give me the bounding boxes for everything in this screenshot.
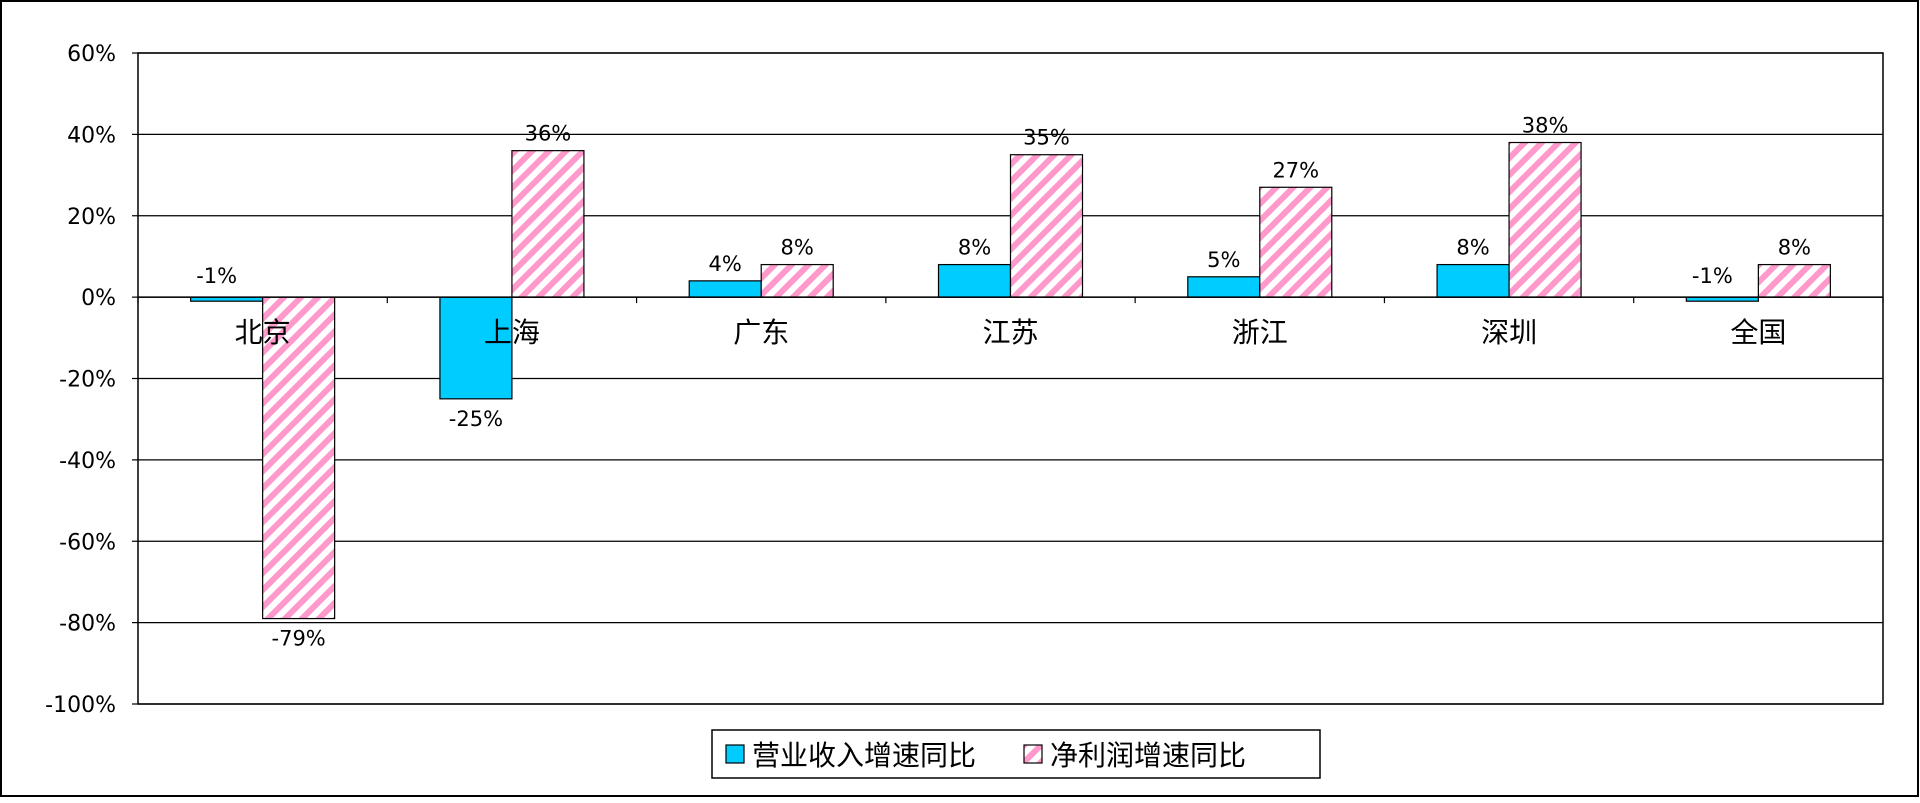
bar-net-profit bbox=[1757, 263, 1831, 298]
data-label-revenue: -1% bbox=[1692, 264, 1733, 288]
y-tick-label: -80% bbox=[59, 612, 116, 637]
bar-revenue bbox=[1436, 263, 1510, 298]
category-label: 广东 bbox=[733, 316, 789, 349]
bar-revenue bbox=[937, 263, 1012, 298]
data-label-revenue: -25% bbox=[449, 407, 503, 431]
y-tick-label: 60% bbox=[67, 42, 116, 67]
data-label-revenue: -1% bbox=[196, 264, 237, 288]
data-label-net-profit: 8% bbox=[781, 236, 814, 260]
legend-swatch-revenue bbox=[725, 744, 745, 764]
category-label: 浙江 bbox=[1232, 316, 1288, 349]
legend-label-revenue: 营业收入增速同比 bbox=[752, 739, 976, 772]
gridlines bbox=[137, 52, 1884, 705]
data-label-net-profit: -79% bbox=[272, 627, 326, 651]
data-label-net-profit: 8% bbox=[1778, 236, 1811, 260]
category-labels: 北京 上海 广东 江苏 浙江 深圳 全国 bbox=[235, 316, 1787, 349]
axes bbox=[132, 52, 1884, 705]
data-label-net-profit: 38% bbox=[1522, 114, 1569, 138]
y-tick-label: -20% bbox=[59, 368, 116, 393]
legend: 营业收入增速同比 净利润增速同比 bbox=[711, 729, 1321, 779]
category-label: 全国 bbox=[1730, 316, 1786, 349]
data-label-revenue: 8% bbox=[1456, 236, 1489, 260]
data-label-revenue: 4% bbox=[709, 252, 742, 276]
bar-net-profit bbox=[511, 150, 585, 298]
bar-net-profit bbox=[1009, 154, 1084, 298]
category-label: 江苏 bbox=[982, 316, 1038, 349]
bars bbox=[190, 141, 1831, 620]
bar-revenue bbox=[439, 296, 513, 400]
y-tick-label: -100% bbox=[45, 693, 116, 718]
category-label: 北京 bbox=[235, 316, 291, 349]
legend-swatch-net-profit bbox=[1023, 744, 1043, 764]
data-label-net-profit: 36% bbox=[525, 122, 572, 146]
legend-box bbox=[711, 729, 1321, 779]
y-tick-label: 40% bbox=[67, 123, 116, 148]
y-axis-tick-labels: 60% 40% 20% 0% -20% -40% -60% -80% -100% bbox=[45, 42, 116, 718]
data-label-net-profit: 35% bbox=[1023, 126, 1070, 150]
bar-net-profit bbox=[1508, 141, 1582, 298]
bar-revenue bbox=[688, 280, 762, 298]
data-label-net-profit: 27% bbox=[1272, 158, 1319, 182]
y-tick-label: 0% bbox=[81, 286, 116, 311]
data-label-revenue: 8% bbox=[958, 236, 991, 260]
legend-label-net-profit: 净利润增速同比 bbox=[1050, 739, 1246, 772]
y-tick-label: -60% bbox=[59, 530, 116, 555]
bar-net-profit bbox=[760, 263, 834, 298]
data-label-revenue: 5% bbox=[1207, 248, 1240, 272]
data-labels: -1% -79% -25% 36% 4% 8% 8% 35% 5% 27% 8% 38% -1% 8% bbox=[196, 114, 1811, 651]
bar-revenue bbox=[1187, 276, 1261, 298]
bar-net-profit bbox=[1259, 186, 1333, 298]
y-tick-label: 20% bbox=[67, 205, 116, 230]
category-label: 深圳 bbox=[1481, 316, 1537, 349]
bar-net-profit bbox=[262, 296, 336, 620]
y-tick-label: -40% bbox=[59, 449, 116, 474]
category-label: 上海 bbox=[484, 316, 540, 349]
